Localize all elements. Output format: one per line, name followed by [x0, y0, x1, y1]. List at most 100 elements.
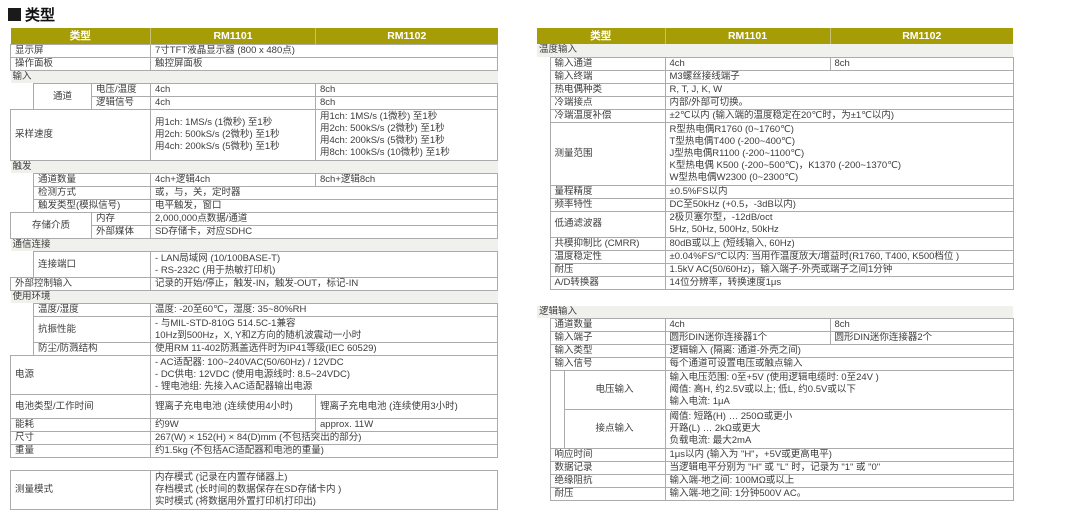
- cell-value: 2极贝塞尔型，-12dB/oct 5Hz, 50Hz, 500Hz, 50kHz: [664, 210, 1014, 238]
- row-label: 低通滤波器: [549, 210, 666, 238]
- spec-row: 共模抑制比 (CMRR) 80dB或以上 (短线输入, 60Hz): [537, 236, 1014, 251]
- table-gap: [10, 458, 497, 470]
- spec-row: 输入端子 圆形DIN迷你连接器1个 圆形DIN迷你连接器2个: [537, 331, 1014, 345]
- cell-value: 使用RM 11-402防溅盖选件时为IP41等级(IEC 60529): [150, 342, 499, 356]
- header-model1: RM1101: [150, 28, 317, 45]
- spec-row: 温度/湿度 温度: -20至60℃，湿度: 35~80%RH: [11, 303, 499, 317]
- row-label: 测量范围: [549, 121, 666, 186]
- indent-cell: [537, 449, 550, 462]
- cell-value: 用1ch: 1MS/s (1微秒) 至1秒 用2ch: 500kS/s (2微秒…: [150, 109, 317, 161]
- spec-row: 输入类型 逻辑输入 (隔离: 通道-外壳之间): [537, 344, 1014, 358]
- cell-value: 锂离子充电电池 (连续使用3小时): [315, 394, 499, 419]
- spec-table-left-main: 类型 RM1101 RM1102 显示屏 7寸TFT液晶显示器 (800 x 4…: [9, 28, 499, 458]
- table-header-row: 类型 RM1101 RM1102: [537, 28, 1014, 44]
- spec-row: 操作面板 触控屏面板: [9, 57, 499, 71]
- spec-row: 输入终端 M3螺丝接线端子: [537, 69, 1014, 84]
- row-label: 电压/温度: [90, 83, 152, 97]
- spec-row: 测量范围 R型热电偶R1760 (0~1760℃) T型热电偶T400 (-20…: [537, 121, 1014, 186]
- cell-value: 14位分辨率，转换速度1μs: [664, 275, 1014, 290]
- indent-cell: [537, 57, 550, 70]
- row-label: 频率特性: [549, 197, 666, 212]
- row-label: 内存: [90, 212, 152, 226]
- row-label: 操作面板: [9, 57, 152, 71]
- spec-row: 输入信号 每个通道可设置电压或触点输入: [537, 357, 1014, 371]
- indent-cell: [537, 358, 550, 371]
- page-title-text: 类型: [25, 7, 56, 24]
- cell-value: M3螺丝接线端子: [664, 69, 1014, 84]
- cell-value: SD存储卡，对应SDHC: [150, 225, 499, 239]
- cell-value: 内存模式 (记录在内置存储器上) 存档模式 (长时间的数据保存在SD存储卡内 )…: [150, 470, 498, 510]
- indent-cell: [537, 185, 550, 198]
- spec-row: 数据记录 当逻辑电平分别为 "H" 或 "L" 时，记录为 "1" 或 "0": [537, 461, 1014, 475]
- cell-value: 圆形DIN迷你连接器2个: [829, 331, 1014, 345]
- cell-value: 4ch: [664, 56, 831, 71]
- cell-value: 逻辑输入 (隔离: 通道-外壳之间): [664, 344, 1014, 358]
- row-label: 绝缘阻抗: [549, 474, 666, 488]
- row-label: 电源: [9, 355, 152, 395]
- spec-row: 重量 约1.5kg (不包括AC适配器和电池的重量): [9, 444, 499, 458]
- cell-value: ±0.5%FS以内: [664, 184, 1014, 199]
- indent-cell: [11, 304, 34, 317]
- section-row: 通信连接: [10, 238, 498, 252]
- row-label: 温度稳定性: [549, 249, 666, 264]
- cell-value: 锂离子充电电池 (连续使用4小时): [150, 394, 317, 419]
- section-label: 输入: [10, 70, 498, 84]
- row-label: 检测方式: [32, 186, 152, 200]
- cell-value: 约1.5kg (不包括AC适配器和电池的重量): [150, 444, 499, 458]
- indent-cell: [11, 317, 34, 343]
- indent-cell: [537, 237, 550, 250]
- cell-value: 8ch: [829, 56, 1014, 71]
- indent-cell: [11, 84, 34, 97]
- cell-value: 7寸TFT液晶显示器 (800 x 480点): [150, 44, 499, 58]
- header-model1: RM1101: [665, 28, 831, 44]
- cell-value: 记录的开始/停止，触发-IN，触发-OUT，标记-IN: [150, 277, 499, 291]
- row-label: 连接端口: [32, 251, 152, 278]
- cell-value: 4ch: [664, 318, 831, 332]
- indent-cell: [537, 345, 550, 358]
- spec-row: 低通滤波器 2极贝塞尔型，-12dB/oct 5Hz, 50Hz, 500Hz,…: [537, 210, 1014, 238]
- spec-row: 抗振性能 - 与MIL-STD-810G 514.5C-1兼容 10Hz到500…: [11, 316, 499, 343]
- section-label: 使用环境: [10, 290, 498, 304]
- spec-row: 响应时间 1μs以内 (输入为 "H"，+5V或更高电平): [537, 448, 1014, 462]
- indent-cell: [537, 250, 550, 263]
- indent-cell: [537, 276, 550, 289]
- spec-row: 热电偶种类 R, T, J, K, W: [537, 82, 1014, 97]
- row-label: 重量: [9, 444, 152, 458]
- cell-value: ±2℃以内 (输入端的温度稳定在20℃时，为±1℃以内): [664, 108, 1014, 123]
- spec-table-right-logic: 逻辑输入 通道数量 4ch 8ch 输入端子 圆形DIN迷你连接器1个 圆形DI…: [537, 305, 1014, 501]
- table-header-row: 类型 RM1101 RM1102: [10, 28, 498, 45]
- spec-row: 通道数量 4ch 8ch: [537, 318, 1014, 332]
- cell-value: - LAN局域网 (10/100BASE-T) - RS-232C (用于热敏打…: [150, 251, 499, 278]
- section-label: 触发: [10, 160, 498, 174]
- spec-row: 输入通道 4ch 8ch: [537, 56, 1014, 71]
- spec-row: 触发类型(模拟信号) 电平触发，窗口: [11, 199, 499, 213]
- cell-value: DC至50kHz (+0.5，-3dB以内): [664, 197, 1014, 212]
- section-row: 输入: [10, 70, 498, 84]
- header-type: 类型: [10, 28, 152, 45]
- row-label: 输入通道: [549, 56, 666, 71]
- section-row: 使用环境: [10, 290, 498, 304]
- row-label: 外部控制输入: [9, 277, 152, 291]
- title-square-icon: [8, 8, 21, 21]
- row-label: 响应时间: [549, 448, 666, 462]
- cell-value: 1μs以内 (输入为 "H"，+5V或更高电平): [664, 448, 1014, 462]
- spec-row: 连接端口 - LAN局域网 (10/100BASE-T) - RS-232C (…: [11, 251, 499, 278]
- cell-value: 8ch: [315, 83, 499, 97]
- indent-cell: [11, 187, 34, 200]
- cell-value: 当逻辑电平分别为 "H" 或 "L" 时，记录为 "1" 或 "0": [664, 461, 1014, 475]
- row-label: 冷端接点: [549, 95, 666, 110]
- spec-table-left-measure-mode: 测量模式 内存模式 (记录在内置存储器上) 存档模式 (长时间的数据保存在SD存…: [10, 470, 498, 510]
- indent-cell: [537, 211, 550, 237]
- spec-row: 频率特性 DC至50kHz (+0.5，-3dB以内): [537, 197, 1014, 212]
- cell-value: 触控屏面板: [150, 57, 499, 71]
- spec-row: 显示屏 7寸TFT液晶显示器 (800 x 480点): [9, 44, 499, 58]
- page-title: 类型: [8, 4, 55, 25]
- header-type: 类型: [537, 28, 666, 44]
- row-label: 耐压: [549, 262, 666, 277]
- indent-cell: [537, 371, 550, 410]
- header-model2: RM1102: [315, 28, 498, 45]
- indent-cell: [537, 332, 550, 345]
- cell-value: R, T, J, K, W: [664, 82, 1014, 97]
- row-label: 输入端子: [549, 331, 666, 345]
- spec-row: 测量模式 内存模式 (记录在内置存储器上) 存档模式 (长时间的数据保存在SD存…: [10, 470, 498, 510]
